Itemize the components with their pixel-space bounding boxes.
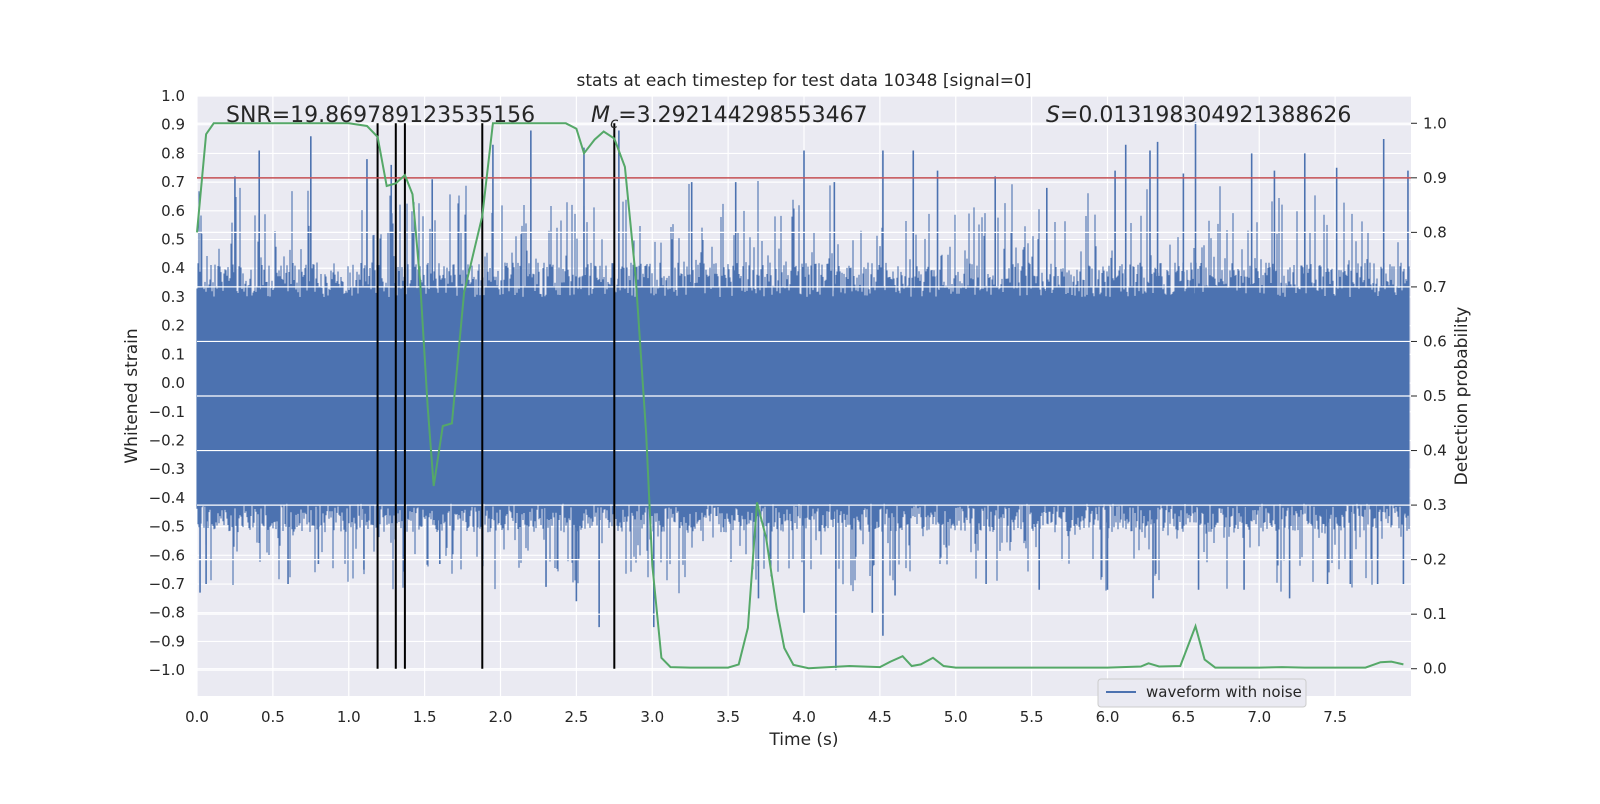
y-right-tick-label: 0.5 xyxy=(1423,387,1447,405)
x-tick-label: 7.0 xyxy=(1247,708,1271,726)
y-left-tick-label: −0.8 xyxy=(149,604,185,622)
x-tick-label: 0.0 xyxy=(185,708,209,726)
chart-title: stats at each timestep for test data 103… xyxy=(577,71,1032,91)
y-left-tick-label: 0.5 xyxy=(161,231,185,249)
y-left-tick-label: −0.6 xyxy=(149,546,185,564)
y-left-tick-label: 0.8 xyxy=(161,144,185,162)
x-axis-label: Time (s) xyxy=(768,730,838,750)
y-left-tick-label: 0.4 xyxy=(161,259,185,277)
x-tick-label: 4.0 xyxy=(792,708,816,726)
probability-series xyxy=(196,122,1404,670)
y-left-tick-label: 0.3 xyxy=(161,288,185,306)
legend-label-waveform: waveform with noise xyxy=(1146,683,1302,701)
y-right-tick-label: 0.7 xyxy=(1423,278,1447,296)
right-axis-gridlines xyxy=(197,122,1411,670)
y-right-tick-label: 0.6 xyxy=(1423,332,1447,350)
y-right-tick-label: 0.3 xyxy=(1423,496,1447,514)
y-right-tick-label: 0.9 xyxy=(1423,169,1447,187)
x-tick-label: 1.5 xyxy=(413,708,437,726)
y-right-tick-label: 0.1 xyxy=(1423,605,1447,623)
marker-vertical-lines xyxy=(376,123,616,669)
y-right-tick-label: 0.0 xyxy=(1423,660,1447,678)
x-tick-label: 7.5 xyxy=(1323,708,1347,726)
y-left-tick-label: 0.6 xyxy=(161,202,185,220)
legend: waveform with noise xyxy=(1097,678,1307,708)
y-left-tick-label: 0.9 xyxy=(161,116,185,134)
y-left-tick-label: 0.0 xyxy=(161,374,185,392)
x-tick-label: 5.5 xyxy=(1020,708,1044,726)
right-axis-ticks: 1.0 0.9 0.8 0.7 0.6 0.5 0.4 0.3 0.2 0.1 0.0 xyxy=(1411,114,1447,678)
x-tick-label: 3.5 xyxy=(716,708,740,726)
y-left-tick-label: 0.2 xyxy=(161,317,185,335)
y-left-tick-label: −1.0 xyxy=(149,661,185,679)
y-left-tick-label: −0.9 xyxy=(149,632,185,650)
x-tick-label: 4.5 xyxy=(868,708,892,726)
chirp-mass-annotation: Mc=3.292144298553467 xyxy=(591,103,868,132)
y-axis-label-right: Detection probability xyxy=(1452,307,1472,486)
y-left-tick-label: −0.5 xyxy=(149,518,185,536)
y-right-tick-label: 0.8 xyxy=(1423,223,1447,241)
y-right-tick-label: 0.2 xyxy=(1423,551,1447,569)
y-axis-label-left: Whitened strain xyxy=(122,328,142,463)
waveform-series xyxy=(196,121,1410,671)
x-axis-ticks: 0.0 0.5 1.0 1.5 2.0 2.5 3.0 3.5 4.0 4.5 5.0 5.5 6.0 6… xyxy=(185,708,1347,726)
x-tick-label: 0.5 xyxy=(261,708,285,726)
y-left-tick-label: 0.7 xyxy=(161,173,185,191)
y-left-tick-label: −0.3 xyxy=(149,460,185,478)
snr-annotation: SNR=19.869789123535156 xyxy=(226,103,535,128)
chirp-mass-symbol: M xyxy=(591,103,610,128)
chirp-mass-value: =3.292144298553467 xyxy=(618,103,867,128)
x-tick-label: 3.0 xyxy=(640,708,664,726)
legend-box xyxy=(1097,678,1307,708)
y-left-tick-label: −0.7 xyxy=(149,575,185,593)
x-tick-label: 5.0 xyxy=(944,708,968,726)
score-annotation: S=0.013198304921388626 xyxy=(1046,103,1351,128)
y-right-tick-label: 1.0 xyxy=(1423,114,1447,132)
x-tick-label: 2.0 xyxy=(489,708,513,726)
probability-line xyxy=(196,122,1404,670)
y-right-tick-label: 0.4 xyxy=(1423,442,1447,460)
x-tick-label: 2.5 xyxy=(564,708,588,726)
score-value: =0.013198304921388626 xyxy=(1060,103,1351,128)
y-left-tick-label: −0.2 xyxy=(149,431,185,449)
y-left-tick-label: −0.4 xyxy=(149,489,185,507)
y-left-tick-label: −0.1 xyxy=(149,403,185,421)
y-left-tick-label: 1.0 xyxy=(161,87,185,105)
x-tick-label: 6.5 xyxy=(1171,708,1195,726)
left-axis-ticks: 1.0 0.9 0.8 0.7 0.6 0.5 0.4 0.3 0.2 0.1 0.0 −0.1 −0.… xyxy=(149,87,185,679)
x-tick-label: 1.0 xyxy=(337,708,361,726)
chirp-mass-subscript: c xyxy=(610,114,619,132)
score-symbol: S xyxy=(1046,103,1060,128)
x-tick-label: 6.0 xyxy=(1096,708,1120,726)
y-left-tick-label: 0.1 xyxy=(161,345,185,363)
